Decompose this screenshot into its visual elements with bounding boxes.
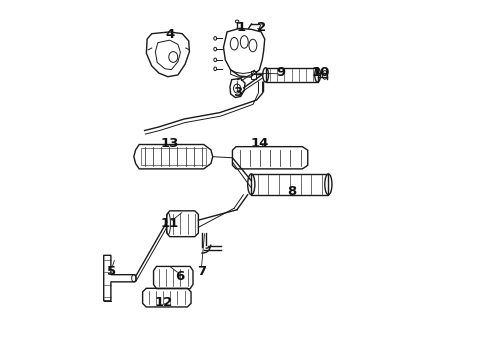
Text: 5: 5 (107, 265, 116, 278)
Text: 1: 1 (237, 21, 246, 34)
Text: 4: 4 (165, 28, 174, 41)
Text: 14: 14 (250, 137, 269, 150)
Text: 8: 8 (287, 185, 296, 198)
Bar (141, 148, 205, 165)
Text: 2: 2 (257, 21, 266, 34)
Text: 9: 9 (276, 66, 285, 79)
Text: 13: 13 (161, 137, 179, 150)
Text: 7: 7 (196, 265, 206, 278)
Text: 11: 11 (161, 217, 179, 230)
Bar (251, 71, 256, 78)
Text: 10: 10 (311, 66, 329, 79)
Bar (266, 68, 318, 82)
Bar (251, 174, 328, 195)
Text: 12: 12 (154, 296, 172, 309)
Text: 3: 3 (233, 86, 243, 99)
Text: 6: 6 (175, 270, 184, 283)
